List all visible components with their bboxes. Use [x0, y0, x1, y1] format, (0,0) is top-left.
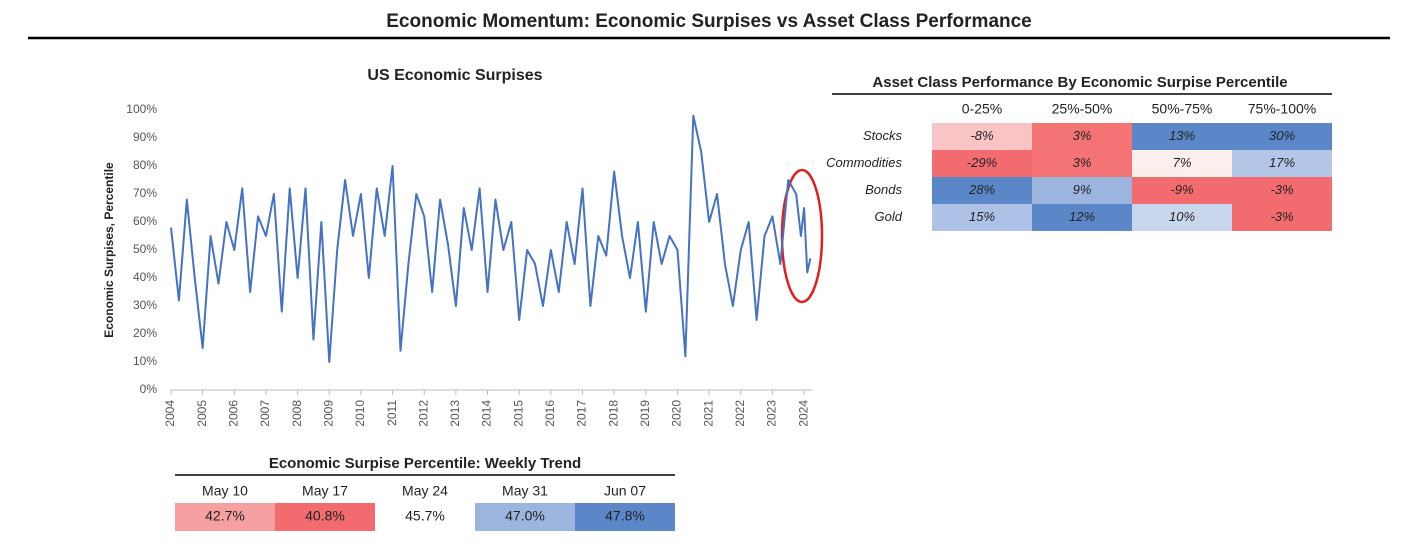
y-tick-label: 80%: [133, 158, 157, 172]
line-series: [170, 114, 812, 363]
cell-value: 3%: [1073, 128, 1092, 143]
table-cell: [1132, 123, 1232, 150]
table-cell: [1032, 177, 1132, 204]
cell-value: -3%: [1270, 209, 1293, 224]
x-tick-label: 2011: [385, 400, 399, 426]
y-tick-label: 70%: [133, 186, 157, 200]
table-cell: [1032, 204, 1132, 231]
x-tick-label: 2009: [321, 400, 335, 427]
cell-value: 10%: [1169, 209, 1195, 224]
table-cell: [1232, 204, 1332, 231]
row-label: Stocks: [863, 128, 903, 143]
x-tick-label: 2013: [448, 400, 462, 427]
cell-value: 15%: [969, 209, 995, 224]
table-cell: [932, 204, 1032, 231]
x-tick-label: 2021: [701, 400, 715, 427]
cell-value: 13%: [1169, 128, 1195, 143]
cell-value: 30%: [1269, 128, 1295, 143]
row-label: Gold: [875, 209, 903, 224]
table-cell: [1132, 150, 1232, 177]
cell-value: 42.7%: [205, 508, 245, 524]
page-title: Economic Momentum: Economic Surpises vs …: [386, 11, 1032, 32]
table-cell: [1132, 177, 1232, 204]
y-tick-label: 100%: [126, 102, 157, 116]
x-tick-label: 2008: [290, 400, 304, 427]
x-tick-label: 2005: [195, 400, 209, 427]
x-tick-label: 2016: [543, 400, 557, 427]
y-tick-label: 20%: [133, 326, 157, 340]
column-header: 50%-75%: [1152, 101, 1213, 117]
x-tick-label: 2023: [765, 400, 779, 427]
cell-value: 12%: [1069, 209, 1095, 224]
trend-cell: [275, 503, 375, 531]
x-tick-label: 2014: [480, 400, 494, 427]
x-tick-label: 2015: [511, 400, 525, 427]
table-cell: [1232, 177, 1332, 204]
trend-title: Economic Surpise Percentile: Weekly Tren…: [269, 455, 581, 472]
cell-value: 47.0%: [505, 508, 545, 524]
row-label: Commodities: [826, 155, 902, 170]
trend-cell: [475, 503, 575, 531]
trend-cell: [375, 503, 475, 531]
cell-value: 7%: [1173, 155, 1192, 170]
chart-title: US Economic Surpises: [367, 67, 542, 84]
x-tick-label: 2019: [638, 400, 652, 427]
cell-value: 47.8%: [605, 508, 645, 524]
trend-cell: [575, 503, 675, 531]
column-header: May 10: [202, 483, 248, 499]
table-cell: [932, 150, 1032, 177]
y-axis-label: Economic Surpises, Percentile: [102, 162, 116, 338]
column-header: 25%-50%: [1052, 101, 1113, 117]
column-header: 0-25%: [962, 101, 1002, 117]
cell-value: -3%: [1270, 182, 1293, 197]
x-tick-label: 2017: [575, 400, 589, 427]
cell-value: 3%: [1073, 155, 1092, 170]
table-cell: [1032, 123, 1132, 150]
table-cell: [1232, 123, 1332, 150]
column-header: Jun 07: [604, 483, 646, 499]
x-tick-label: 2007: [258, 400, 272, 427]
cell-value: 28%: [968, 182, 995, 197]
column-header: May 24: [402, 483, 448, 499]
x-tick-label: 2006: [226, 400, 240, 427]
y-tick-label: 40%: [133, 270, 157, 284]
table-cell: [932, 123, 1032, 150]
column-header: 75%-100%: [1248, 101, 1317, 117]
table-cell: [1232, 150, 1332, 177]
x-tick-label: 2020: [670, 400, 684, 427]
table-title: Asset Class Performance By Economic Surp…: [872, 74, 1287, 91]
cell-value: -8%: [970, 128, 993, 143]
trend-cell: [175, 503, 275, 531]
table-cell: [1032, 150, 1132, 177]
cell-value: 17%: [1269, 155, 1295, 170]
y-tick-label: 30%: [133, 298, 157, 312]
cell-value: 45.7%: [405, 508, 445, 524]
x-tick-label: 2018: [606, 400, 620, 427]
cell-value: 9%: [1073, 182, 1092, 197]
cell-value: 40.8%: [305, 508, 345, 524]
table-cell: [1132, 204, 1232, 231]
x-tick-label: 2024: [796, 400, 810, 427]
table-cell: [932, 177, 1032, 204]
x-tick-label: 2010: [353, 400, 367, 427]
cell-value: -9%: [1170, 182, 1193, 197]
column-header: May 17: [302, 483, 348, 499]
y-tick-label: 90%: [133, 130, 157, 144]
x-tick-label: 2012: [416, 400, 430, 427]
row-label: Bonds: [865, 182, 902, 197]
y-tick-label: 10%: [133, 354, 157, 368]
x-tick-label: 2004: [163, 400, 177, 427]
y-tick-label: 50%: [133, 242, 157, 256]
x-tick-label: 2022: [733, 400, 747, 427]
y-tick-label: 0%: [140, 382, 158, 396]
column-header: May 31: [502, 483, 548, 499]
cell-value: -29%: [967, 155, 997, 170]
y-tick-label: 60%: [133, 214, 157, 228]
